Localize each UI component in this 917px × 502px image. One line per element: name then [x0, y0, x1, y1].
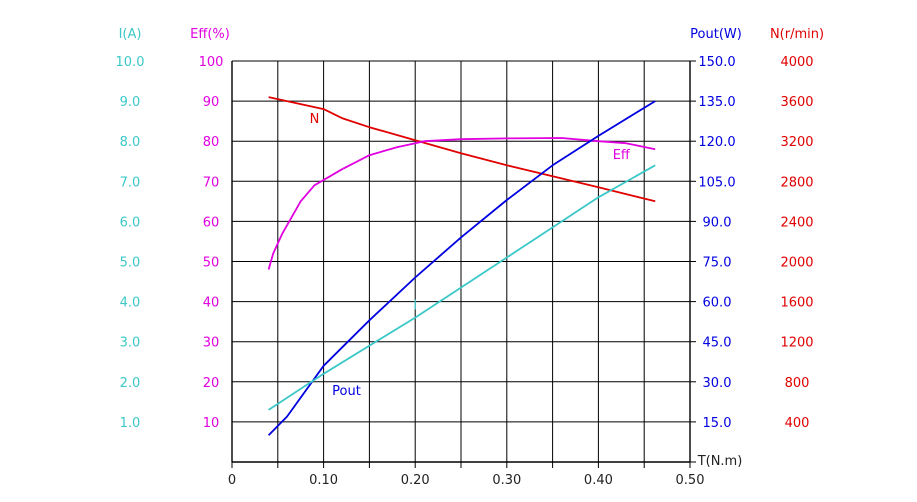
y-tick-label-n: 1600 [780, 296, 813, 311]
y-tick-label-i: 6.0 [120, 215, 141, 230]
series-line-i [268, 164, 656, 411]
y-tick-label-n: 2400 [780, 215, 813, 230]
y-tick-label-n: 400 [785, 416, 810, 431]
series-line-n [268, 96, 656, 203]
y-tick-label-eff: 100 [199, 55, 224, 70]
y-tick-label-i: 7.0 [120, 175, 141, 190]
axis-title-eff: Eff(%) [190, 27, 230, 42]
y-tick-label-pout: 120.0 [698, 135, 735, 150]
y-tick-label-eff: 60 [203, 215, 220, 230]
series-line-pout [267, 100, 656, 436]
y-tick-label-i: 3.0 [120, 336, 141, 351]
x-tick-label: 0.40 [584, 473, 613, 488]
y-tick-label-pout: 105.0 [698, 175, 735, 190]
series-lines [267, 96, 656, 436]
y-tick-label-eff: 50 [203, 256, 220, 271]
y-tick-label-eff: 80 [203, 135, 220, 150]
y-tick-label-n: 2000 [780, 256, 813, 271]
y-tick-label-eff: 10 [203, 416, 220, 431]
series-label-pout: Pout [332, 384, 361, 399]
y-tick-label-eff: 30 [203, 336, 220, 351]
y-tick-label-n: 2800 [780, 175, 813, 190]
y-tick-label-n: 3600 [780, 95, 813, 110]
y-tick-label-i: 9.0 [120, 95, 141, 110]
y-tick-label-pout: 15.0 [703, 416, 732, 431]
x-tick-label: 0.30 [492, 473, 521, 488]
y-tick-label-i: 1.0 [120, 416, 141, 431]
series-label-eff: Eff [613, 148, 631, 163]
y-tick-label-pout: 30.0 [703, 376, 732, 391]
axis-title-pout: Pout(W) [690, 27, 742, 42]
x-tick-label: 0 [228, 473, 236, 488]
y-tick-label-pout: 75.0 [703, 256, 732, 271]
y-tick-label-pout: 135.0 [698, 95, 735, 110]
x-tick-label: 0.50 [676, 473, 705, 488]
x-tick-label: 0.10 [309, 473, 338, 488]
y-tick-label-pout: 90.0 [703, 215, 732, 230]
series-label-i: I [413, 299, 417, 314]
y-tick-label-n: 800 [785, 376, 810, 391]
y-tick-label-n: 1200 [780, 336, 813, 351]
y-tick-label-eff: 20 [203, 376, 220, 391]
y-tick-label-i: 5.0 [120, 256, 141, 271]
axis-title-n: N(r/min) [770, 27, 824, 42]
series-label-n: N [310, 112, 320, 127]
axis-title-i: I(A) [119, 27, 142, 42]
y-tick-label-i: 4.0 [120, 296, 141, 311]
y-tick-label-eff: 40 [203, 296, 220, 311]
y-tick-label-eff: 70 [203, 175, 220, 190]
y-tick-label-pout: 45.0 [703, 336, 732, 351]
series-labels: N Eff Pout I [310, 112, 631, 399]
y-tick-label-pout: 60.0 [703, 296, 732, 311]
y-tick-label-n: 3200 [780, 135, 813, 150]
y-tick-label-i: 10.0 [116, 55, 145, 70]
y-tick-label-pout: 150.0 [698, 55, 735, 70]
series-line-eff [267, 137, 656, 270]
grid [231, 60, 696, 468]
y-tick-label-n: 4000 [780, 55, 813, 70]
axis-labels: 0 0.10 0.20 0.30 0.40 0.50 T(N.m) I(A) 10.0 9.0 8.… [116, 27, 825, 488]
x-tick-label: 0.20 [401, 473, 430, 488]
y-tick-label-eff: 90 [203, 95, 220, 110]
y-tick-label-i: 2.0 [120, 376, 141, 391]
x-axis-label: T(N.m) [697, 454, 743, 469]
y-tick-label-i: 8.0 [120, 135, 141, 150]
